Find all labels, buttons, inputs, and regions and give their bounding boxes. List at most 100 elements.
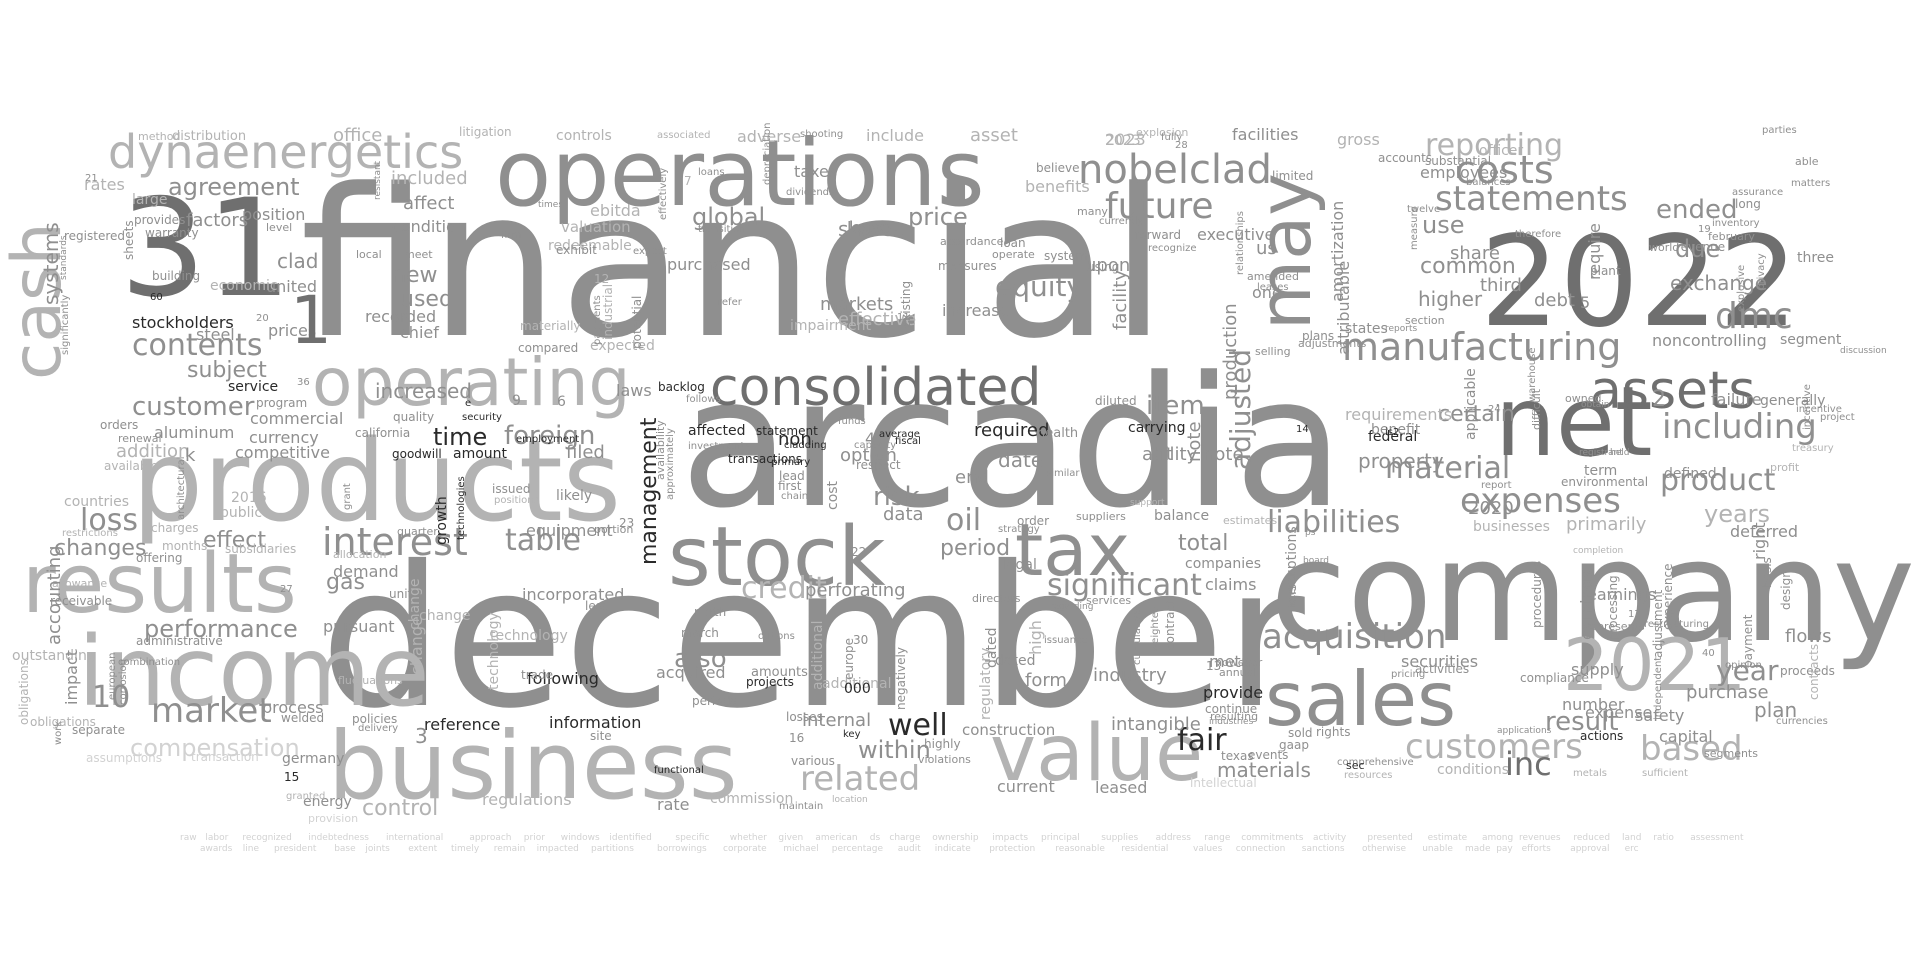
word-meet: meet <box>404 248 433 261</box>
word-adjusted: adjusted <box>1224 349 1257 470</box>
word-credit: credit <box>741 571 827 606</box>
word-obligations: obligations <box>30 715 96 729</box>
word-treasury: treasury <box>1792 443 1834 454</box>
word-goodwill: goodwill <box>392 447 442 461</box>
word-chain: chain <box>781 491 808 502</box>
word-residential: residential <box>1121 844 1168 854</box>
word-performance: performance <box>144 615 298 643</box>
word-outstanding: outstanding <box>12 648 96 664</box>
word-regarding: regarding <box>1050 602 1093 612</box>
word-business: business <box>328 712 738 821</box>
word-primarily: primarily <box>1566 514 1647 535</box>
word-measures: measures <box>938 259 997 273</box>
word-long: long <box>1735 197 1761 211</box>
word-claims: claims <box>1205 575 1256 594</box>
word-registrant: registrant <box>1579 448 1623 458</box>
word-currencies: currencies <box>1776 716 1828 727</box>
word-suppliers: suppliers <box>1076 510 1126 523</box>
word-experience: experience <box>1661 563 1675 630</box>
word-presented: presented <box>1367 833 1412 843</box>
word-2016: 2016 <box>231 490 267 506</box>
word-europe: europe <box>842 638 856 680</box>
word-disruptions: disruptions <box>1284 526 1300 604</box>
word-building: building <box>152 269 200 283</box>
word-within: within <box>858 736 931 764</box>
word-large: large <box>132 192 167 208</box>
word-price: price <box>908 203 968 231</box>
word-change: change <box>419 608 471 624</box>
word-high: high <box>1026 620 1045 655</box>
word-report: report <box>1481 480 1512 491</box>
word-approximately: approximately <box>665 428 676 500</box>
word-revenue: revenue <box>1676 240 1725 254</box>
word-generally: generally <box>1760 393 1825 409</box>
word-transactions: transactions <box>728 452 802 466</box>
word-40: 40 <box>1702 648 1715 659</box>
word-net: net <box>1495 366 1653 478</box>
word-may: may <box>1243 173 1327 330</box>
word-controls: controls <box>556 128 612 144</box>
word-accounts: accounts <box>1378 151 1432 165</box>
word-segment: segment <box>1780 332 1842 348</box>
word-competitive: competitive <box>235 443 330 462</box>
word-corporate: corporate <box>723 844 767 854</box>
word-date: date <box>998 448 1043 472</box>
word-indebtedness: indebtedness <box>308 833 369 843</box>
word-manufacturing: manufacturing <box>1342 325 1621 369</box>
word-health: health <box>1037 426 1078 441</box>
word-texas: texas <box>1221 749 1254 763</box>
word-rate: rate <box>657 795 690 814</box>
word-processing: processing <box>1606 575 1620 640</box>
word-employment: employment <box>516 434 579 445</box>
word-risk: risk <box>873 482 920 512</box>
word-laws: laws <box>616 381 652 400</box>
word-management: management <box>637 417 662 565</box>
word-condition: condition <box>392 217 466 236</box>
word-indicate: indicate <box>935 844 971 854</box>
word-registered: registered <box>64 229 125 243</box>
word-17: 17 <box>1628 609 1641 620</box>
word-issuance: issuance <box>1044 635 1088 646</box>
word-value: value <box>990 709 1203 799</box>
word-14: 14 <box>1296 424 1309 435</box>
word-customer: customer <box>132 392 255 422</box>
word-1: 1 <box>290 282 332 359</box>
word-refer: refer <box>718 297 743 308</box>
word-expenses: expenses <box>1460 481 1621 521</box>
word-assessment: assessment <box>1690 833 1744 843</box>
word-chief: chief <box>400 323 439 342</box>
word-company: company <box>1270 511 1915 674</box>
word-principal: principal <box>1041 833 1080 843</box>
word-compensation: compensation <box>130 734 300 762</box>
word-safety: safety <box>1635 706 1684 725</box>
word-warranty: warranty <box>145 226 199 240</box>
word-markets: markets <box>820 294 893 315</box>
word-technology: technology <box>486 612 502 690</box>
word-weighted: weighted <box>1150 606 1161 652</box>
word-earnings: earnings <box>1587 585 1656 604</box>
word-companies: companies <box>1185 556 1261 572</box>
word-table: table <box>505 523 581 558</box>
word-provision: provision <box>308 812 358 825</box>
word-comprehensive: comprehensive <box>1337 757 1414 768</box>
word-fluctuations: fluctuations <box>338 674 403 687</box>
word-otherwise: otherwise <box>1362 844 1407 854</box>
word-certain: certain <box>1438 402 1515 427</box>
word-benefit: benefit <box>1371 422 1421 438</box>
word-labor: labor <box>205 833 228 843</box>
word-gross: gross <box>1337 130 1380 149</box>
word-president: president <box>274 844 317 854</box>
word-order: order <box>1017 514 1049 528</box>
word-sold: sold <box>1288 726 1313 740</box>
word-applicable: applicable <box>1463 368 1479 440</box>
word-positions: positions <box>494 495 539 506</box>
word-changes: changes <box>54 536 146 561</box>
word-interior: interior <box>1287 571 1298 608</box>
word-assumptions: assumptions <box>86 751 162 765</box>
word-oil: oil <box>946 503 981 538</box>
word-change: change <box>407 578 423 630</box>
word-officer: officer <box>1479 143 1523 159</box>
word-various: various <box>791 754 835 768</box>
word-exhibit: exhibit <box>556 243 597 257</box>
